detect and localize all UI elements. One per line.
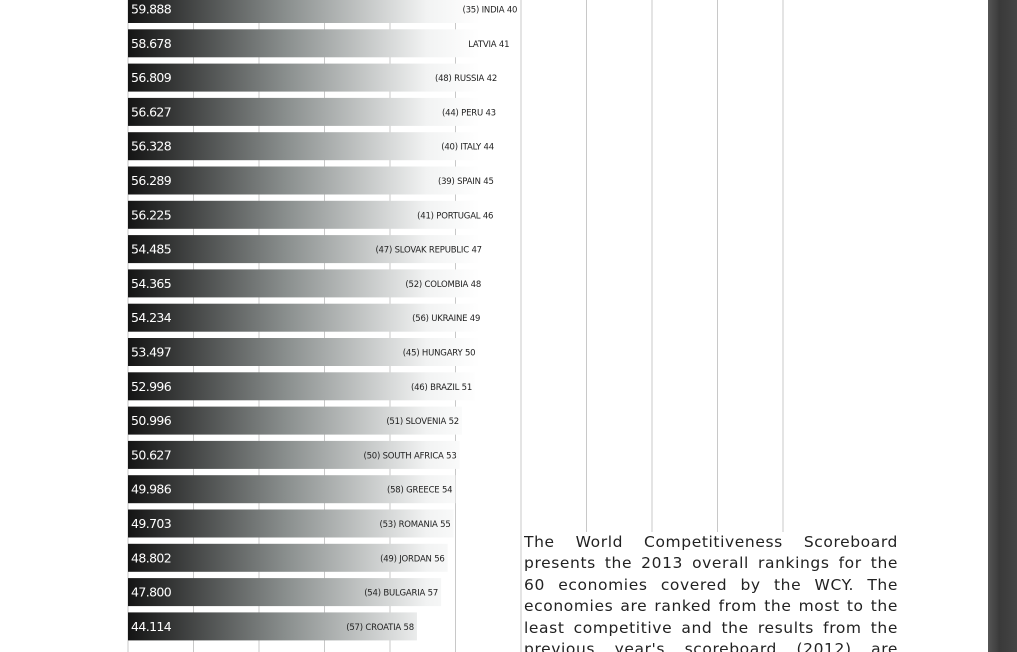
- category-label: (41) PORTUGAL 46: [417, 211, 493, 221]
- bar: [128, 612, 417, 641]
- category-label: (50) SOUTH AFRICA 53: [363, 451, 456, 461]
- value-label: 56.627: [131, 104, 171, 119]
- bar: [128, 578, 442, 607]
- category-label: (58) GREECE 54: [387, 486, 452, 496]
- bar: [128, 440, 460, 469]
- bar: [128, 200, 497, 229]
- bar: [128, 406, 463, 435]
- bar: [128, 303, 484, 332]
- bar: [128, 372, 476, 401]
- category-label: (40) ITALY 44: [441, 143, 494, 153]
- value-label: 50.627: [131, 447, 171, 462]
- window-edge: [988, 0, 1017, 652]
- category-label: (44) PERU 43: [442, 108, 496, 118]
- bar: [128, 132, 497, 161]
- category-label: (51) SLOVENIA 52: [386, 417, 459, 427]
- value-label: 54.485: [131, 242, 171, 257]
- category-label: (56) UKRAINE 49: [412, 314, 480, 324]
- category-label: (52) COLOMBIA 48: [405, 280, 481, 290]
- value-label: 56.809: [131, 70, 172, 85]
- bar: [128, 166, 497, 195]
- category-label: (54) BULGARIA 57: [364, 589, 438, 599]
- value-label: 59.888: [131, 2, 172, 17]
- bar: [128, 97, 499, 126]
- bar: [128, 338, 479, 366]
- value-label: 49.986: [131, 482, 172, 497]
- category-label: (39) SPAIN 45: [438, 177, 494, 187]
- category-label: (48) RUSSIA 42: [435, 74, 497, 84]
- bar: [128, 235, 485, 264]
- body-paragraph: The World Competitiveness Scoreboard pre…: [524, 532, 898, 652]
- value-label: 44.114: [131, 619, 172, 634]
- value-label: 53.497: [131, 345, 171, 360]
- category-label: (35) INDIA 40: [462, 6, 517, 16]
- bar: [128, 63, 501, 92]
- value-label: 48.802: [131, 550, 171, 565]
- value-label: 56.289: [131, 173, 172, 188]
- category-label: (57) CROATIA 58: [346, 623, 414, 633]
- category-label: (49) JORDAN 56: [380, 554, 445, 564]
- value-label: 54.365: [131, 276, 171, 291]
- bar: [128, 475, 456, 504]
- category-label: (47) SLOVAK REPUBLIC 47: [375, 246, 481, 256]
- value-label: 56.328: [131, 139, 172, 154]
- category-label: (46) BRAZIL 51: [411, 383, 472, 393]
- category-label: (53) ROMANIA 55: [379, 520, 450, 530]
- value-label: 52.996: [131, 379, 172, 394]
- bar: [128, 0, 521, 23]
- bar: [128, 29, 513, 58]
- bar: [128, 543, 448, 572]
- chart: 59.888 (35) INDIA 40 58.678 LATVIA 41 56.809…: [127, 0, 784, 652]
- value-label: 49.703: [131, 516, 171, 531]
- value-label: 56.225: [131, 207, 171, 222]
- category-label: (45) HUNGARY 50: [403, 349, 476, 359]
- value-label: 54.234: [131, 310, 172, 325]
- value-label: 58.678: [131, 36, 172, 51]
- value-label: 47.800: [131, 585, 172, 600]
- category-label: LATVIA 41: [468, 40, 509, 50]
- value-label: 50.996: [131, 413, 172, 428]
- bar: [128, 269, 485, 298]
- bar: [128, 509, 454, 538]
